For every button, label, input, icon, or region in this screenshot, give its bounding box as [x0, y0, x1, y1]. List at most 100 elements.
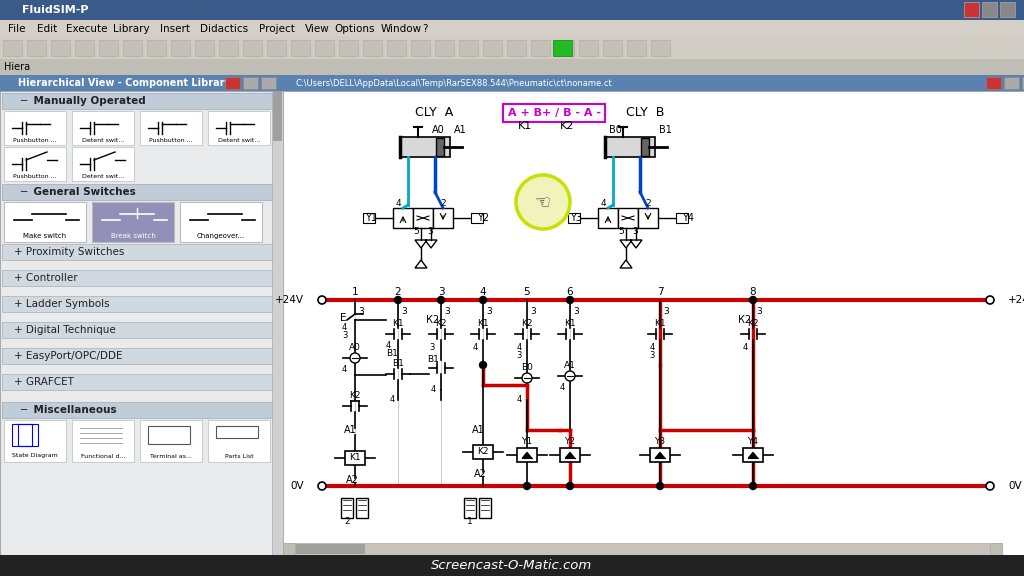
Bar [356, 498, 368, 518]
Text: 4: 4 [430, 385, 435, 395]
Bar [436, 138, 444, 156]
Text: 3: 3 [486, 308, 492, 316]
Bar [650, 448, 670, 462]
Text: K2: K2 [435, 320, 446, 328]
Text: Make switch: Make switch [24, 233, 67, 239]
Text: 3: 3 [401, 308, 407, 316]
Bar [51, 40, 70, 56]
Text: + GRAFCET: + GRAFCET [14, 377, 74, 387]
Text: State Diagram: State Diagram [12, 453, 58, 458]
Text: B1: B1 [427, 355, 439, 365]
Bar [140, 111, 202, 145]
Bar [411, 40, 430, 56]
Bar [2, 322, 280, 338]
Bar [743, 448, 763, 462]
Text: Y1: Y1 [365, 213, 377, 223]
Bar [4, 202, 86, 242]
Bar [140, 420, 202, 462]
Bar [0, 20, 1024, 37]
Text: B0: B0 [521, 362, 532, 372]
Text: 1: 1 [467, 517, 473, 526]
Bar [641, 138, 649, 156]
Bar [195, 40, 214, 56]
Bar [2, 348, 280, 364]
Text: View: View [305, 24, 330, 33]
Text: 4: 4 [479, 287, 486, 297]
Bar [208, 111, 270, 145]
Circle shape [516, 175, 570, 229]
Bar [435, 40, 454, 56]
Text: 4: 4 [600, 199, 606, 207]
Bar [2, 402, 280, 418]
Text: 0V: 0V [291, 481, 304, 491]
Bar [339, 40, 358, 56]
Bar [568, 213, 580, 223]
Circle shape [986, 482, 994, 490]
Text: K1: K1 [518, 121, 532, 131]
Text: Y1: Y1 [521, 438, 532, 446]
Text: Functional d...: Functional d... [81, 453, 125, 458]
Text: 2: 2 [645, 199, 651, 207]
Bar [393, 208, 413, 228]
Circle shape [986, 296, 994, 304]
Bar [1000, 2, 1015, 17]
Text: Insert: Insert [160, 24, 189, 33]
Bar [147, 40, 166, 56]
Circle shape [750, 483, 757, 490]
Bar [2, 244, 280, 260]
Circle shape [522, 373, 532, 383]
Bar [560, 448, 580, 462]
Bar [387, 40, 406, 56]
Bar [0, 75, 283, 91]
Circle shape [437, 297, 444, 304]
Circle shape [318, 296, 326, 304]
Bar [148, 426, 190, 444]
Text: 4: 4 [342, 324, 347, 332]
Text: Pushbutton ...: Pushbutton ... [150, 138, 193, 143]
Text: A2: A2 [345, 475, 358, 485]
Text: Detent swit...: Detent swit... [82, 175, 124, 180]
Text: Didactics: Didactics [201, 24, 249, 33]
Text: 3: 3 [427, 228, 433, 237]
Text: 3: 3 [756, 308, 762, 316]
Bar [362, 213, 375, 223]
Text: 3: 3 [573, 308, 579, 316]
Text: 3: 3 [358, 308, 364, 316]
Bar [123, 40, 142, 56]
Bar [507, 40, 526, 56]
Text: Y4: Y4 [748, 438, 759, 446]
Text: 4: 4 [390, 396, 395, 404]
Text: CLY  A: CLY A [415, 105, 454, 119]
Bar [216, 426, 258, 438]
Bar [12, 424, 32, 446]
Bar [291, 40, 310, 56]
Text: Execute: Execute [67, 24, 108, 33]
Text: K2: K2 [748, 320, 759, 328]
Text: К2: К2 [738, 315, 752, 325]
Text: Y3: Y3 [570, 213, 582, 223]
Text: Terminal as...: Terminal as... [151, 453, 191, 458]
Text: 3: 3 [530, 308, 536, 316]
Text: FluidSIM-P: FluidSIM-P [22, 5, 88, 15]
Text: A2: A2 [473, 469, 486, 479]
Text: ─  General Switches: ─ General Switches [20, 187, 136, 197]
Text: File: File [8, 24, 26, 33]
Text: + EasyPort/OPC/DDE: + EasyPort/OPC/DDE [14, 351, 123, 361]
Bar [341, 498, 353, 518]
Bar [503, 104, 605, 122]
Polygon shape [522, 452, 532, 458]
Text: 4: 4 [516, 343, 521, 353]
Text: K1: K1 [349, 453, 360, 463]
Text: Parts List: Parts List [224, 453, 253, 458]
Bar [471, 213, 483, 223]
Bar [618, 208, 638, 228]
Bar [99, 40, 118, 56]
Text: 0V: 0V [1008, 481, 1022, 491]
Bar [990, 543, 1002, 555]
Text: 4: 4 [473, 343, 478, 353]
Bar [283, 543, 1002, 555]
Text: Screencast-O-Matic.com: Screencast-O-Matic.com [431, 559, 593, 572]
Text: Y2: Y2 [564, 438, 575, 446]
Bar [1004, 77, 1019, 89]
Text: Edit: Edit [37, 24, 57, 33]
